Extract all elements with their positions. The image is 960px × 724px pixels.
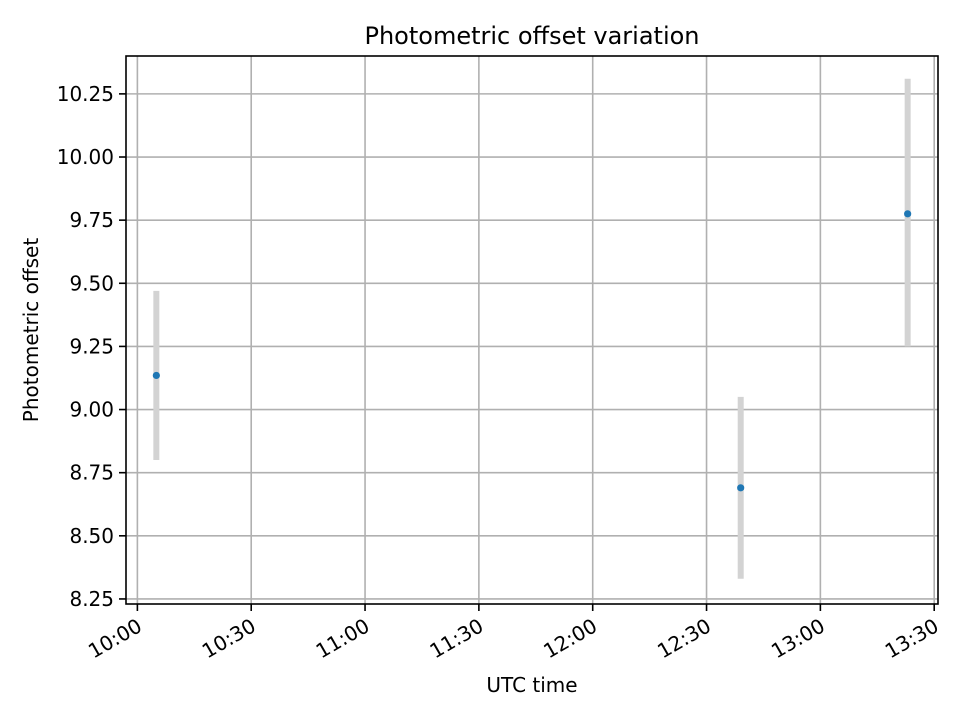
y-tick-label: 9.75 [69, 208, 114, 232]
y-tick-label: 9.00 [69, 398, 114, 422]
y-axis-label: Photometric offset [19, 238, 43, 423]
x-axis-label: UTC time [486, 673, 577, 697]
data-point [737, 484, 745, 492]
data-layer [152, 78, 912, 579]
y-tick-label: 8.25 [69, 587, 114, 611]
chart-title: Photometric offset variation [364, 22, 699, 50]
plot-frame [125, 55, 939, 605]
data-point [152, 371, 160, 380]
y-tick-label: 8.50 [69, 524, 114, 548]
grid-layer [126, 56, 938, 604]
y-tick-label: 10.00 [57, 145, 114, 169]
y-tick-label: 9.25 [69, 334, 114, 358]
y-tick-label: 10.25 [57, 82, 114, 106]
data-point [904, 210, 912, 218]
y-tick-label: 8.75 [69, 461, 114, 485]
y-tick-label: 9.50 [69, 271, 114, 295]
